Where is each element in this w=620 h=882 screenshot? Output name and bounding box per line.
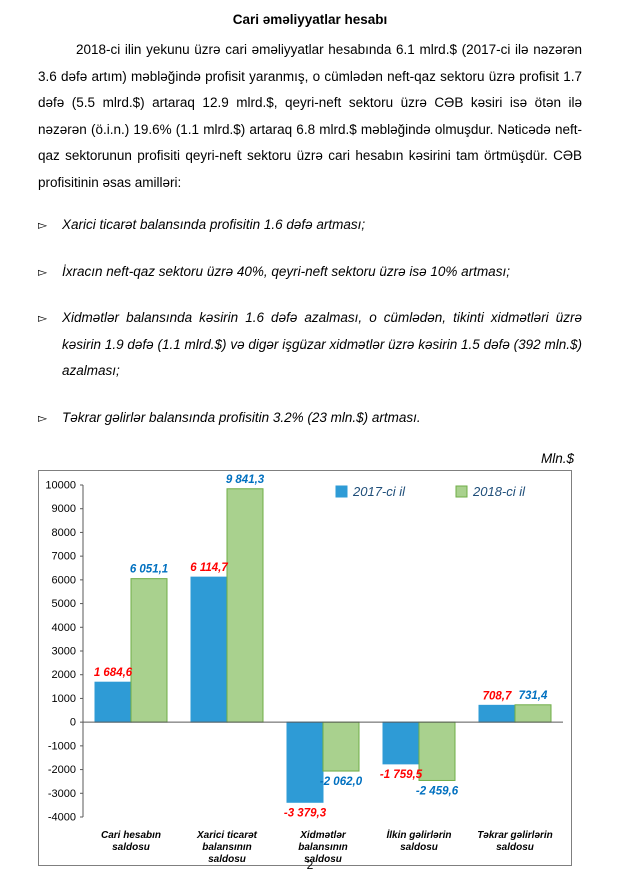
- bar-2018-ci-il: [226, 488, 264, 723]
- y-tick-label: 2000: [52, 669, 76, 681]
- bar-value-label: 6 114,7: [190, 562, 228, 574]
- units-label: Mln.$: [540, 451, 574, 466]
- bullet-text: Təkrar gəlirlər balansında profisitin 3.…: [62, 409, 421, 425]
- y-tick-label: -3000: [48, 788, 76, 800]
- page-title: Cari əməliyyatlar hesabı: [232, 12, 388, 27]
- bar-value-label: 708,7: [483, 690, 512, 702]
- bar-value-label: 9 841,3: [226, 474, 265, 486]
- bar-2017-ci-il: [382, 721, 420, 765]
- bar-value-label: 1 684,6: [94, 667, 133, 679]
- bar-2018-ci-il: [514, 704, 552, 723]
- category-label: Xarici ticarət balansının saldosu: [196, 830, 258, 865]
- y-tick-label: 3000: [52, 646, 76, 658]
- bullet-item: ▻ İxracın neft-qaz sektoru üzrə 40%, qey…: [38, 259, 582, 286]
- page-number: 2: [306, 858, 314, 872]
- y-tick-label: -4000: [48, 812, 76, 824]
- bullet-text: Xarici ticarət balansında profisitin 1.6…: [62, 217, 366, 232]
- legend-label: 2018-ci il: [472, 484, 526, 499]
- y-tick-label: -2000: [48, 764, 76, 776]
- y-tick-label: 4000: [52, 622, 76, 634]
- y-tick-label: 9000: [52, 503, 76, 515]
- bullet-item: ▻ Təkrar gəlirlər balansında profisitin …: [38, 405, 582, 432]
- y-tick-label: 7000: [52, 551, 76, 563]
- legend-swatch: [455, 485, 468, 498]
- bullet-text: Xidmətlər balansında kəsirin 1.6 dəfə az…: [62, 310, 582, 378]
- bar-2017-ci-il: [94, 681, 132, 723]
- chart-canvas-host: 10000 9000 8000 7000 6000 5000 4000 3000 2000 100…: [39, 471, 571, 828]
- bullet-text: İxracın neft-qaz sektoru üzrə 40%, qeyri…: [62, 263, 510, 279]
- bar-value-label: -2 062,0: [320, 776, 363, 788]
- bar-2018-ci-il: [322, 721, 360, 772]
- bar-value-label: -3 379,3: [284, 807, 327, 819]
- chart-canvas: 1000090008000700060005000400030002000100…: [45, 474, 563, 824]
- body-paragraph: 2018-ci ilin yekunu üzrə cari əməliyyatl…: [38, 42, 582, 190]
- bar-2017-ci-il: [286, 721, 324, 803]
- bullet-item: ▻ Xidmətlər balansında kəsirin 1.6 dəfə …: [38, 305, 582, 385]
- legend-label: 2017-ci il: [352, 484, 406, 499]
- category-label: İlkin gəlirlərin saldosu: [386, 830, 452, 853]
- y-tick-label: 8000: [52, 527, 76, 539]
- bar-2018-ci-il: [418, 721, 456, 781]
- y-tick-label: 10000: [45, 480, 76, 492]
- y-tick-label: -1000: [48, 740, 76, 752]
- arrow-bullet-icon: ▻: [38, 264, 48, 279]
- y-tick-label: 1000: [52, 693, 76, 705]
- arrow-bullet-icon: ▻: [38, 311, 48, 325]
- bar-2017-ci-il: [190, 576, 228, 723]
- bullet-list: ▻ Xarici ticarət balansında profisitin 1…: [38, 212, 582, 431]
- bar-2018-ci-il: [130, 578, 168, 723]
- bar-value-label: -2 459,6: [416, 785, 459, 797]
- bar-chart: 10000 9000 8000 7000 6000 5000 4000 3000 2000 100…: [38, 470, 572, 866]
- bar-2017-ci-il: [478, 704, 516, 723]
- arrow-bullet-icon: ▻: [38, 410, 48, 425]
- bar-value-label: -1 759,5: [380, 769, 423, 781]
- category-label: Xidmətlər balansının saldosu: [298, 830, 348, 865]
- category-label: Təkrar gəlirlərin saldosu: [477, 830, 553, 853]
- bullet-item: ▻ Xarici ticarət balansında profisitin 1…: [38, 212, 582, 239]
- arrow-bullet-icon: ▻: [38, 218, 48, 232]
- y-tick-label: 0: [70, 717, 76, 729]
- bar-value-label: 6 051,1: [130, 564, 168, 576]
- y-tick-label: 5000: [52, 598, 76, 610]
- category-label: Cari hesabın saldosu: [100, 830, 162, 853]
- chart-categories: Cari hesabın saldosu Xarici ticarət balan…: [83, 828, 563, 866]
- bar-value-label: 731,4: [519, 690, 548, 702]
- y-tick-label: 6000: [52, 574, 76, 586]
- legend-swatch: [335, 485, 348, 498]
